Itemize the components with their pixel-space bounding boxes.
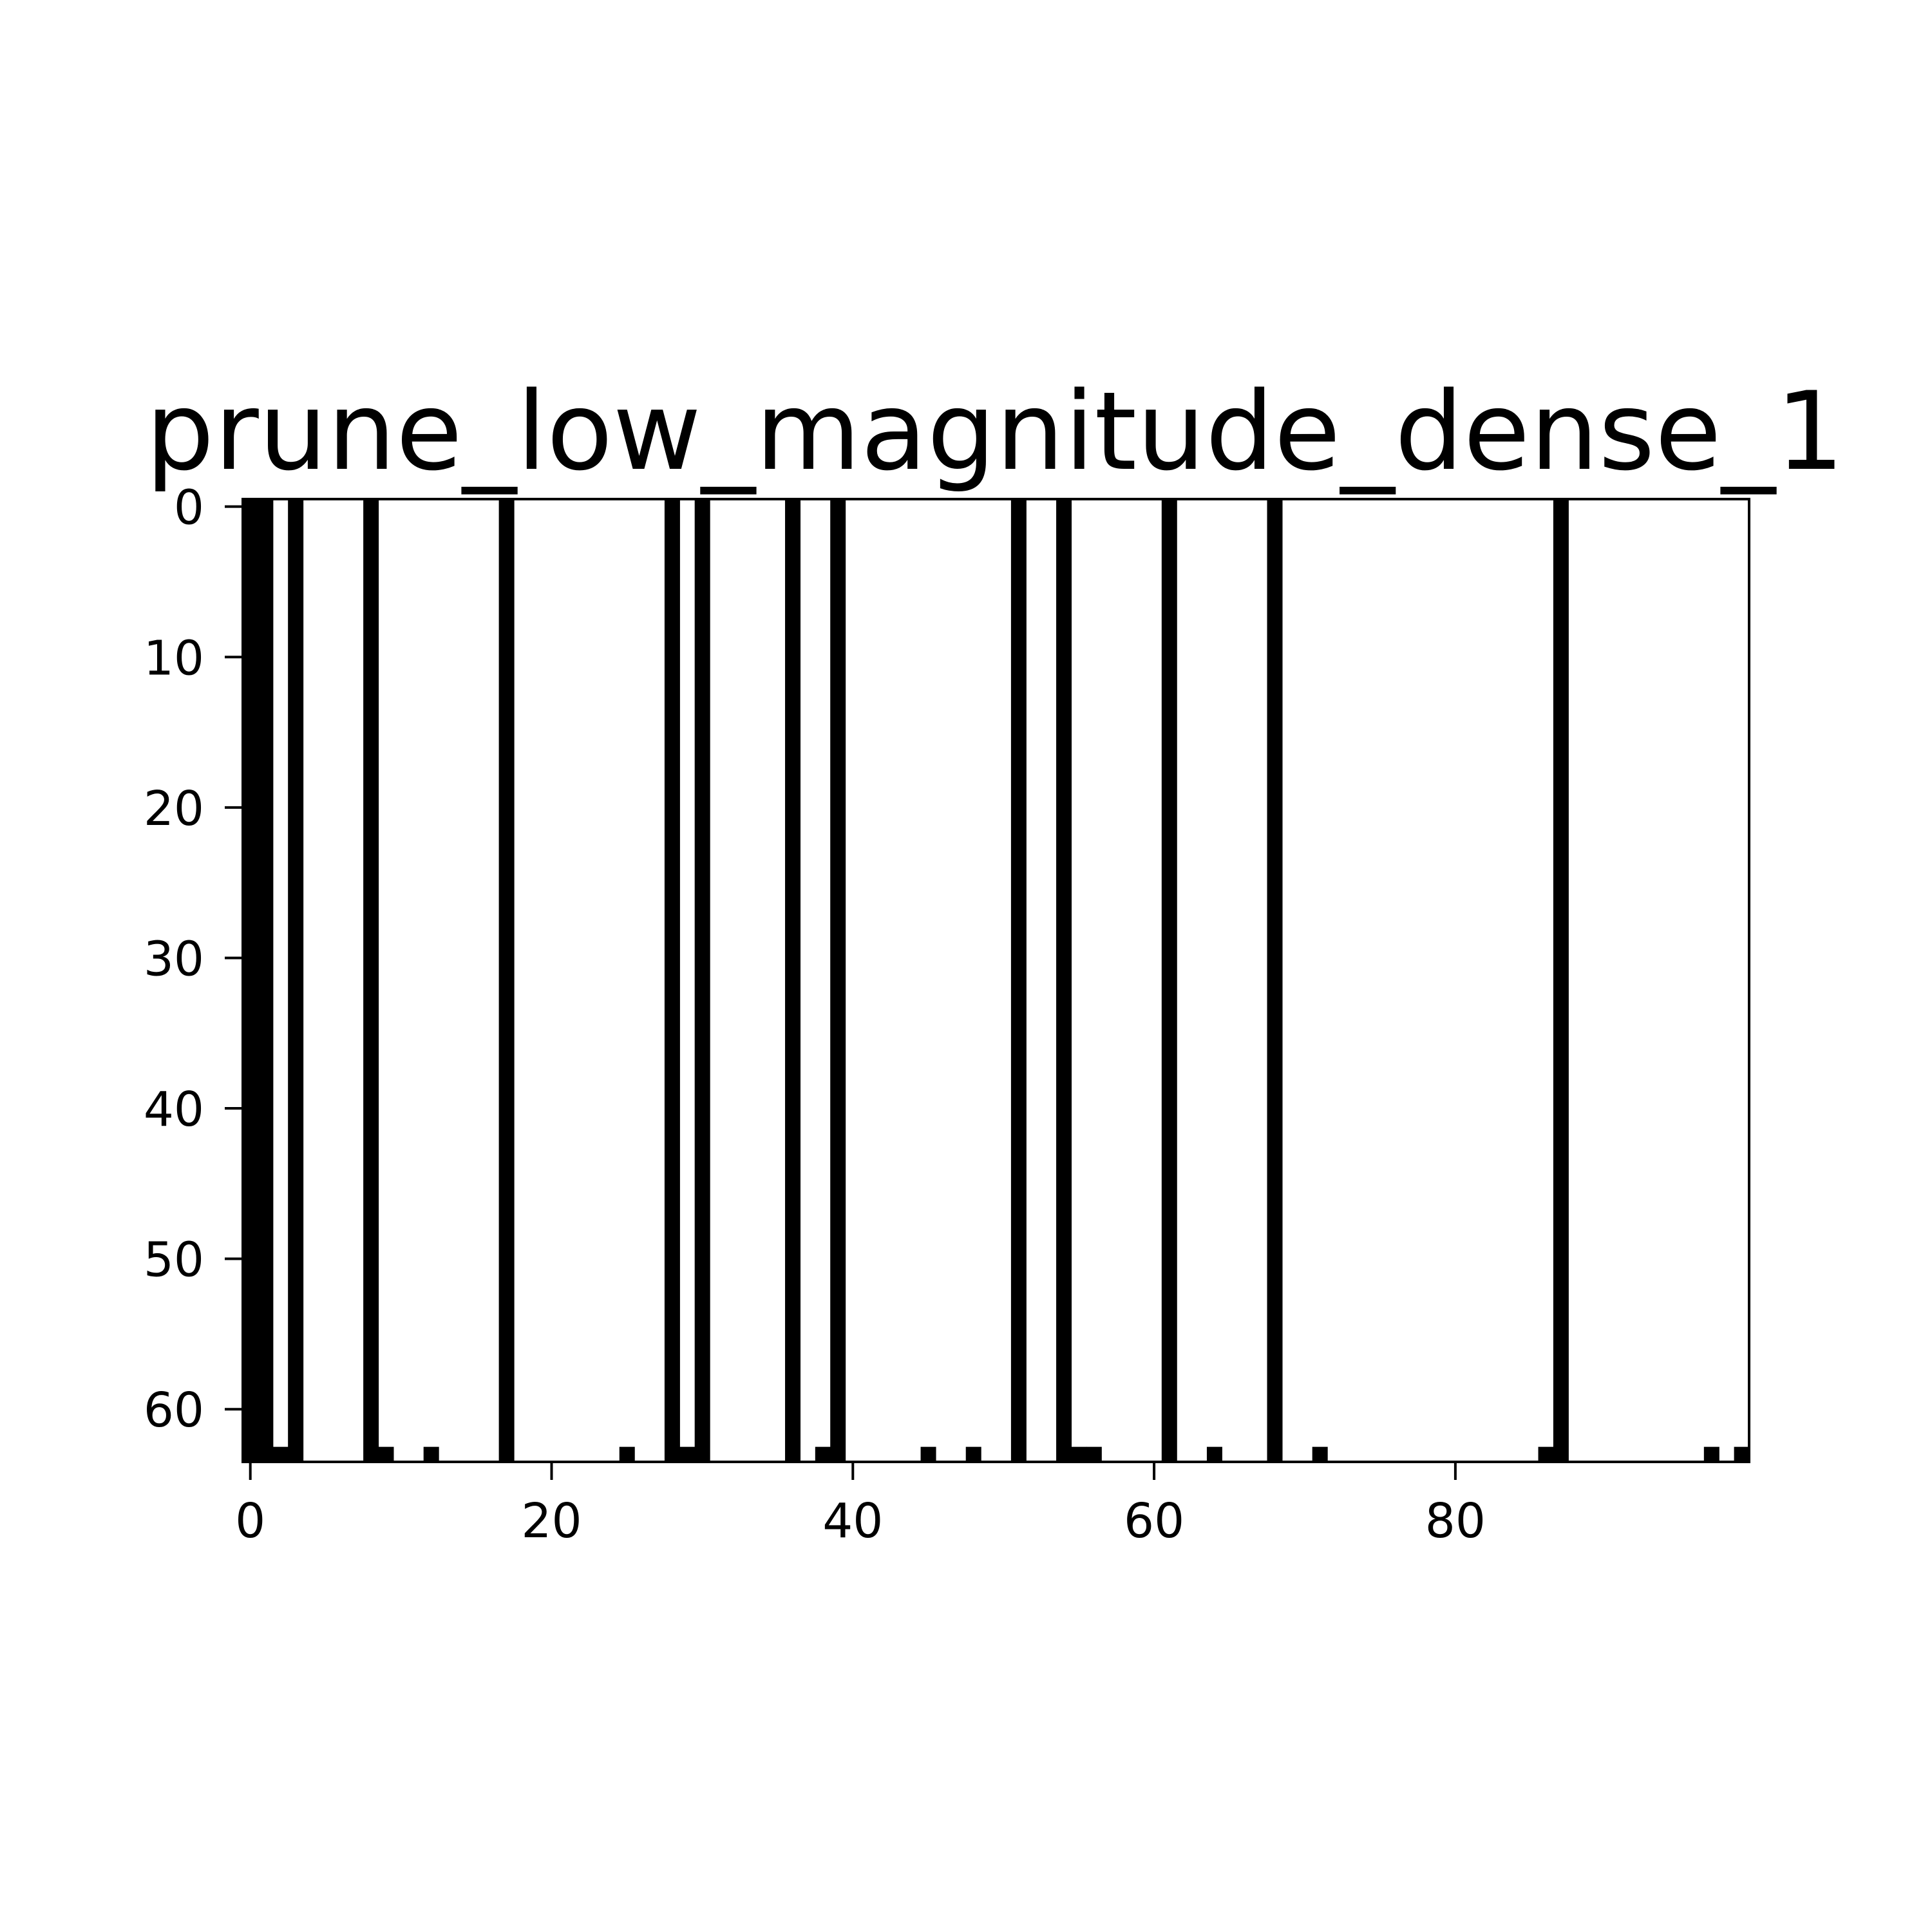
heatmap-column-30 [694, 499, 710, 1462]
x-tick-label-60: 60 [1124, 1493, 1184, 1549]
heatmap-cell-63-97 [1703, 1446, 1719, 1463]
y-tick-label-30: 30 [144, 931, 204, 987]
x-tick-label-0: 0 [235, 1493, 265, 1549]
x-axis: 0 20 40 60 80 [235, 1462, 1486, 1549]
heatmap-cell-63-86 [1538, 1446, 1554, 1463]
y-tick-label-40: 40 [144, 1082, 204, 1137]
heatmap-column-39 [830, 499, 846, 1462]
heatmap-column-51 [1010, 499, 1027, 1462]
heatmap-cell-63-55 [1071, 1446, 1087, 1463]
heatmap-column-17 [498, 499, 515, 1462]
x-tick-label-20: 20 [521, 1493, 582, 1549]
heatmap-cell-63-38 [815, 1446, 831, 1463]
heatmap-column-36 [785, 499, 801, 1462]
heatmap-cell-63-12 [423, 1446, 439, 1463]
y-tick-label-50: 50 [144, 1233, 204, 1288]
heatmap-cell-63-25 [619, 1446, 635, 1463]
heatmap-cell-63-48 [965, 1446, 981, 1463]
heatmap-background [243, 499, 1749, 1462]
y-axis: 0 10 20 30 40 50 60 [144, 480, 243, 1438]
y-tick-label-20: 20 [144, 781, 204, 837]
heatmap-column-8 [363, 499, 379, 1462]
plot-area [242, 498, 1750, 1463]
y-tick-label-0: 0 [174, 480, 204, 536]
heatmap-column-68 [1267, 499, 1283, 1462]
heatmap-column-3 [288, 499, 304, 1462]
heatmap-column-54 [1056, 499, 1072, 1462]
heatmap-column-1 [258, 499, 274, 1462]
heatmap-column-28 [664, 499, 680, 1462]
heatmap-cell-63-56 [1086, 1446, 1102, 1463]
x-tick-label-40: 40 [822, 1493, 883, 1549]
heatmap-column-61 [1161, 499, 1177, 1462]
chart-title: prune_low_magnitude_dense_1 [146, 368, 1844, 495]
heatmap-cell-63-9 [378, 1446, 394, 1463]
heatmap-cell-63-99 [1734, 1446, 1750, 1463]
heatmap-cell-63-71 [1312, 1446, 1328, 1463]
heatmap-cell-63-29 [679, 1446, 696, 1463]
heatmap-column-0 [243, 499, 258, 1462]
heatmap-column-87 [1553, 499, 1569, 1462]
y-tick-label-10: 10 [144, 630, 204, 686]
heatmap-cell-63-45 [920, 1446, 936, 1463]
plot-frame [242, 498, 1750, 1463]
y-tick-label-60: 60 [144, 1383, 204, 1438]
heatmap-cell-63-2 [272, 1446, 289, 1463]
heatmap-cell-63-64 [1206, 1446, 1222, 1463]
x-tick-label-80: 80 [1425, 1493, 1486, 1549]
